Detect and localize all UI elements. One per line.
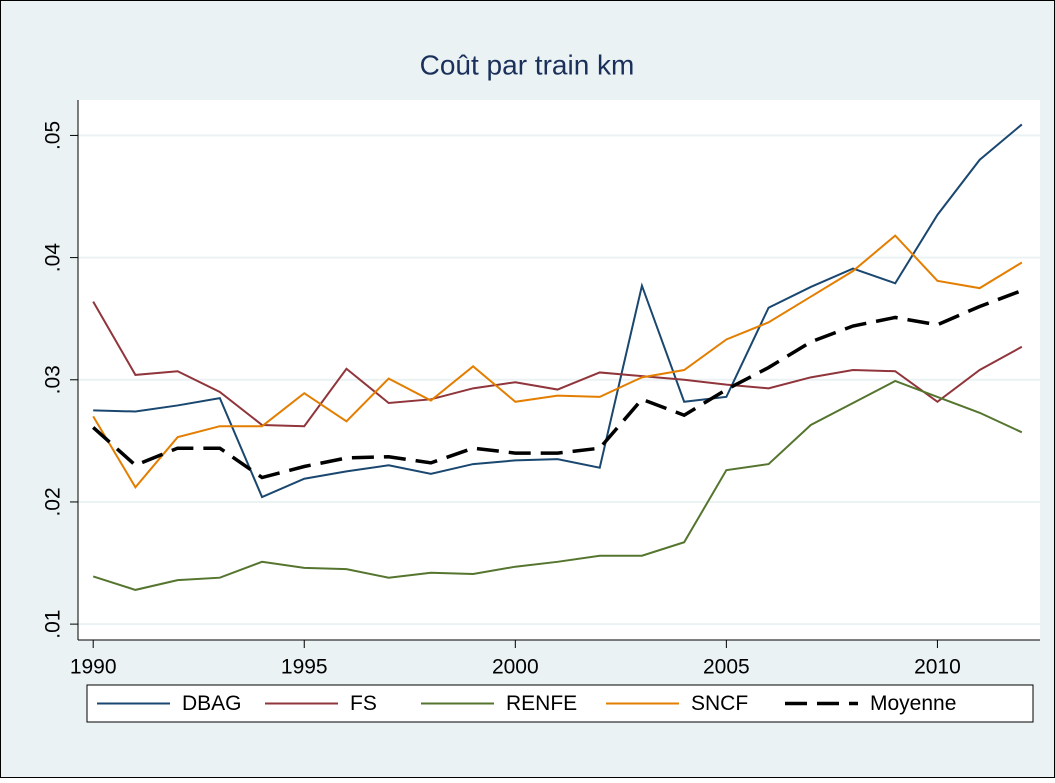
series-line: [92, 234, 1023, 490]
chart-title: Coût par train km: [420, 49, 635, 80]
plot-area: [78, 100, 1040, 640]
legend-label: SNCF: [691, 692, 748, 715]
series-line: [92, 288, 1023, 480]
legend-label: FS: [350, 692, 377, 715]
x-tick-label: 2000: [492, 656, 539, 679]
series-line: [92, 301, 1023, 428]
y-tick-label: .01: [42, 610, 65, 639]
legend-label: RENFE: [506, 692, 577, 715]
y-tick-label: .05: [42, 121, 65, 150]
series-line: [93, 123, 1023, 499]
legend-box: [86, 684, 1034, 723]
x-tick-label: 1995: [281, 656, 328, 679]
x-tick-label: 1990: [70, 656, 117, 679]
y-tick-label: .02: [42, 487, 65, 516]
x-tick-label: 2010: [914, 656, 961, 679]
series-line: [92, 379, 1023, 591]
x-tick-label: 2005: [703, 656, 750, 679]
legend-label: Moyenne: [870, 692, 956, 715]
y-tick-label: .04: [42, 243, 65, 273]
y-tick-label: .03: [42, 365, 65, 394]
legend-label: DBAG: [182, 692, 242, 715]
